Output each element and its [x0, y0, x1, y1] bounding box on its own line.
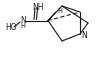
Text: HO: HO — [5, 22, 17, 32]
Text: H: H — [57, 8, 62, 14]
Text: H: H — [21, 23, 25, 29]
Text: N: N — [81, 31, 87, 39]
Text: N: N — [20, 16, 26, 25]
Text: NH: NH — [32, 2, 44, 12]
